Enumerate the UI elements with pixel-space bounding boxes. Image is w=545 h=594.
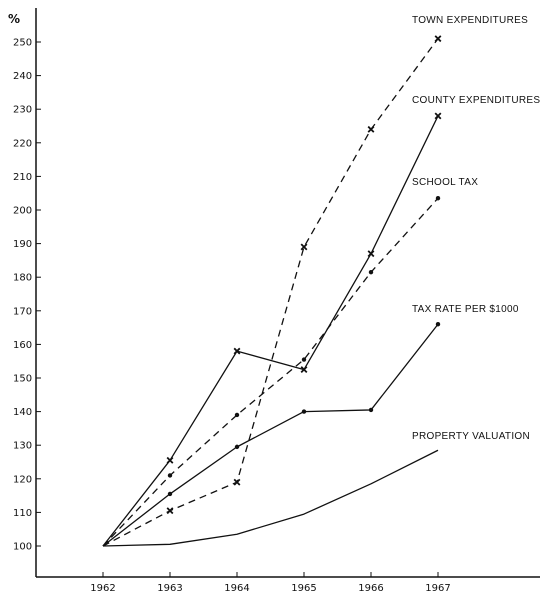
- data-point-county-expenditures: [367, 250, 375, 258]
- series-line-county-expenditures: [102, 115, 439, 547]
- series-line-tax-rate-per-1000: [102, 323, 439, 547]
- series-label-school-tax: SCHOOL TAX: [412, 177, 478, 188]
- data-point-school-tax: [368, 269, 374, 275]
- y-ticks: 100 110 120 130 140 150 160 170 180 190 200 210 220 2…: [13, 38, 41, 553]
- y-tick-label: 210: [13, 172, 32, 183]
- series-markers: [166, 35, 442, 515]
- x-tick-label: 1963: [157, 583, 182, 594]
- data-point-tax-rate-per-1000: [301, 409, 307, 414]
- y-tick-label: 190: [13, 239, 32, 250]
- y-tick-label: 130: [13, 441, 32, 452]
- data-point-county-expenditures: [166, 456, 174, 464]
- y-tick-label: 240: [13, 71, 32, 82]
- data-point-county-expenditures: [434, 112, 442, 120]
- y-axis-unit-label: %: [8, 12, 20, 26]
- y-tick-label: 140: [13, 407, 32, 418]
- data-point-tax-rate-per-1000: [234, 444, 240, 450]
- data-point-tax-rate-per-1000: [368, 407, 374, 413]
- x-ticks: 1962 1963 1964 1965 1966 1967: [90, 572, 451, 594]
- data-point-county-expenditures: [300, 366, 308, 374]
- x-axis: 1962 1963 1964 1965 1966 1967: [36, 572, 540, 594]
- data-point-town-expenditures: [300, 243, 308, 251]
- series-labels: TOWN EXPENDITURES COUNTY EXPENDITURES SC…: [412, 15, 540, 442]
- y-tick-label: 150: [13, 374, 32, 385]
- data-point-town-expenditures: [434, 35, 442, 43]
- data-point-school-tax: [234, 412, 240, 418]
- data-point-town-expenditures: [166, 507, 174, 515]
- y-tick-label: 220: [13, 138, 32, 149]
- data-point-town-expenditures: [233, 478, 241, 486]
- series-line-school-tax: [102, 197, 439, 547]
- data-point-county-expenditures: [233, 347, 241, 355]
- data-point-school-tax: [435, 196, 441, 201]
- y-axis: % 100 110 120 130 140 150 160 170 180 190 200 210 22…: [8, 8, 41, 577]
- series-line-property-valuation: [102, 449, 439, 547]
- y-tick-label: 180: [13, 273, 32, 284]
- data-point-tax-rate-per-1000: [167, 491, 173, 497]
- y-tick-label: 170: [13, 306, 32, 317]
- y-tick-label: 110: [13, 508, 32, 519]
- data-point-tax-rate-per-1000: [435, 322, 441, 327]
- y-tick-label: 100: [13, 542, 32, 553]
- series-label-tax-rate-per-1000: TAX RATE PER $1000: [412, 304, 519, 315]
- y-tick-label: 250: [13, 38, 32, 49]
- series-label-property-valuation: PROPERTY VALUATION: [412, 431, 530, 442]
- x-tick-label: 1964: [224, 583, 249, 594]
- x-tick-label: 1962: [90, 583, 115, 594]
- data-point-school-tax: [167, 473, 173, 478]
- x-tick-label: 1966: [358, 583, 383, 594]
- series-label-county-expenditures: COUNTY EXPENDITURES: [412, 95, 540, 106]
- series-line-town-expenditures: [102, 38, 439, 547]
- y-tick-label: 230: [13, 105, 32, 116]
- y-tick-label: 160: [13, 340, 32, 351]
- data-point-school-tax: [301, 357, 307, 362]
- series-lines: [102, 38, 439, 547]
- y-tick-label: 200: [13, 206, 32, 217]
- y-tick-label: 120: [13, 474, 32, 485]
- data-point-town-expenditures: [367, 125, 375, 133]
- series-label-town-expenditures: TOWN EXPENDITURES: [412, 15, 528, 26]
- x-tick-label: 1967: [425, 583, 450, 594]
- x-tick-label: 1965: [291, 583, 316, 594]
